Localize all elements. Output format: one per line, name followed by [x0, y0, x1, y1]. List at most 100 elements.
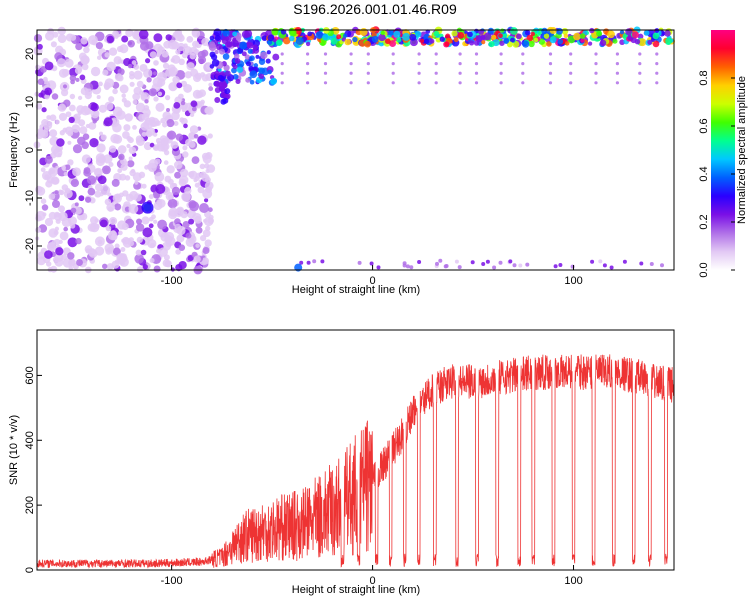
spectrogram-cell [508, 259, 513, 264]
spectrogram-cell [266, 50, 271, 55]
spectrogram-cell [146, 77, 152, 83]
spectrogram-cell [249, 55, 255, 62]
spectrogram-cell [195, 243, 200, 248]
spectrogram-cell [162, 122, 168, 128]
spectrogram-cell [118, 230, 123, 236]
spectrogram-cell [587, 41, 593, 46]
spectrogram-cell [594, 52, 598, 56]
spectrogram-cell [121, 35, 129, 43]
spectrogram-cell [222, 29, 230, 37]
spectrogram-cell [50, 41, 57, 48]
spectrogram-cell [140, 249, 147, 256]
spectrogram-cell [128, 146, 137, 155]
spectrogram-cell [474, 52, 479, 56]
spectrogram-cell [222, 53, 230, 60]
spectrogram-cell [470, 260, 475, 265]
spectrogram-cell [594, 62, 598, 66]
spectrogram-cell [174, 171, 182, 179]
spectrogram-cell [97, 239, 103, 245]
spectrogram-cell [599, 39, 607, 47]
spectrogram-cell [69, 34, 77, 41]
spectrogram-cell [96, 143, 106, 153]
spectrogram-cell [503, 38, 509, 44]
spectrogram-cell [40, 66, 47, 73]
spectrogram-cell [138, 113, 146, 122]
spectrogram-cell [330, 37, 338, 45]
spectrogram-cell [380, 30, 385, 36]
spectrogram-cell [88, 121, 97, 130]
spectrogram-cell [57, 34, 67, 43]
spectrogram-cell [555, 27, 563, 35]
spectrogram-cell [366, 71, 370, 75]
spectrogram-cell [62, 258, 73, 268]
spectrogram-cell [153, 96, 159, 102]
spectrogram-cell [208, 43, 217, 52]
spectrogram-cell [41, 107, 47, 113]
spectrogram-cell [123, 100, 132, 108]
spectrogram-cell [50, 152, 57, 159]
spectrogram-cell [128, 240, 135, 247]
spectrogram-cell [272, 53, 280, 61]
spectrogram-cell [602, 263, 607, 268]
spectrogram-cell [69, 104, 76, 112]
spectrogram-cell [276, 39, 283, 46]
spectrogram-cell [108, 47, 118, 56]
spectrogram-cell [156, 141, 163, 147]
spectrogram-cell [638, 52, 642, 56]
spectrogram-x-tick-label: -100 [161, 275, 183, 287]
spectrogram-cell [96, 95, 101, 100]
spectrogram-cell [378, 33, 386, 42]
spectrogram-cell [376, 265, 381, 270]
spectrogram-cell [35, 210, 46, 221]
spectrogram-cell [474, 81, 479, 85]
spectrogram-cell [163, 254, 170, 261]
spectrogram-cell [164, 94, 171, 101]
spectrogram-cell [86, 175, 97, 185]
spectrogram-cell [389, 40, 397, 48]
spectrogram-cell [63, 226, 69, 232]
spectrogram-cell [498, 33, 503, 39]
spectrogram-cell [177, 34, 185, 42]
spectrogram-cell [191, 156, 200, 165]
spectrogram-cell [214, 50, 219, 55]
spectrogram-cell [417, 62, 421, 66]
spectrogram-cell [163, 160, 169, 165]
spectrogram-cell [112, 247, 121, 256]
spectrogram-cell [202, 246, 210, 255]
spectrogram-cell [121, 222, 129, 231]
spectrogram-cell [106, 202, 116, 212]
spectrogram-cell [89, 138, 99, 148]
spectrogram-cell [155, 184, 166, 194]
spectrogram-cell [148, 223, 154, 229]
spectrogram-cell [35, 226, 42, 233]
spectrogram-cell [491, 34, 497, 40]
spectrogram-cell [280, 62, 284, 66]
spectrogram-cell [92, 119, 97, 124]
spectrogram-cell [244, 54, 251, 60]
spectrogram-cell [117, 112, 122, 117]
spectrogram-cell [105, 248, 112, 255]
spectrogram-cell [213, 80, 220, 87]
spectrogram-cell [54, 257, 64, 267]
spectrogram-cell [59, 231, 69, 241]
spectrogram-cell [167, 130, 177, 140]
colorbar-gradient [711, 30, 735, 270]
spectrogram-cell [521, 81, 525, 85]
spectrogram-cell [245, 77, 251, 83]
spectrogram-cell [564, 41, 570, 46]
spectrogram-cell [38, 92, 44, 98]
spectrogram-cell [76, 105, 85, 114]
spectrogram-cell [95, 153, 106, 163]
spectrogram-cell [435, 261, 439, 266]
spectrogram-cell [57, 153, 62, 158]
spectrogram-cell [170, 141, 179, 149]
spectrogram-cell [320, 41, 326, 46]
spectrogram-cell [647, 39, 653, 45]
spectrogram-cell [533, 37, 539, 43]
spectrogram-cell [188, 218, 195, 225]
spectrogram-cell [417, 71, 421, 75]
spectrogram-cell [83, 167, 91, 175]
spectrogram-cell [147, 238, 157, 249]
spectrogram-cell [204, 239, 212, 247]
spectrogram-cell [563, 33, 569, 39]
